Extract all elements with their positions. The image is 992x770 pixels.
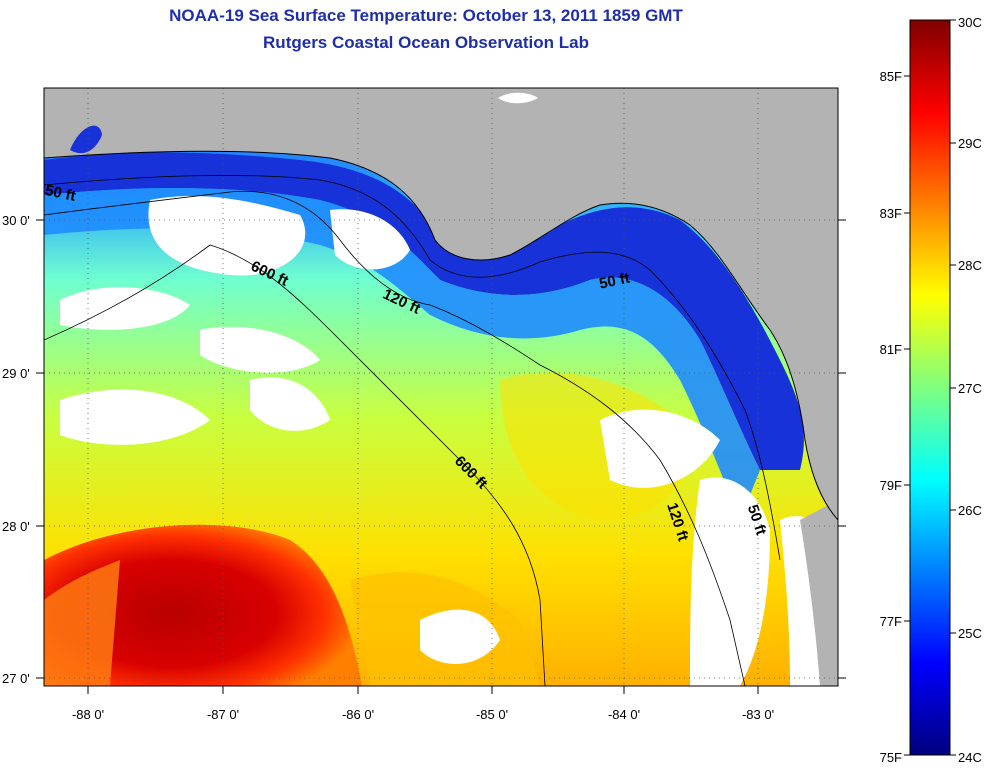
lon-label: -88 0' — [72, 707, 104, 722]
colorbar-c-label: 29C — [958, 136, 982, 151]
plot-area — [44, 88, 838, 686]
lat-label: 30 0' — [2, 213, 30, 228]
colorbar-f-label: 77F — [880, 614, 902, 629]
colorbar-f-label: 85F — [880, 69, 902, 84]
warm-eddy — [44, 524, 362, 686]
coastline — [44, 150, 838, 521]
colorbar-c-label: 27C — [958, 381, 982, 396]
cloud-cover — [60, 195, 838, 686]
longitude-axis: -88 0' -87 0' -86 0' -85 0' -84 0' -83 0… — [72, 707, 774, 722]
colorbar-f-label: 79F — [880, 478, 902, 493]
plot-frame — [43, 87, 839, 687]
colorbar-c-label: 24C — [958, 750, 982, 765]
lon-label: -85 0' — [476, 707, 508, 722]
colorbar-c-label: 30C — [958, 15, 982, 30]
lon-label: -87 0' — [207, 707, 239, 722]
land-mass — [44, 88, 838, 520]
colorbar: 30C 29C 28C 27C 26C 25C 24C 85F 83F 81F … — [880, 15, 982, 765]
coastal-cold-water — [44, 152, 804, 470]
map-title: NOAA-19 Sea Surface Temperature: October… — [169, 6, 683, 25]
axis-ticks — [36, 219, 846, 694]
contour-50ft — [44, 175, 781, 561]
depth-label: 50 ft — [44, 182, 78, 205]
contour-120ft — [44, 190, 746, 686]
colorbar-f-label: 75F — [880, 750, 902, 765]
lon-label: -86 0' — [342, 707, 374, 722]
contour-600ft — [44, 244, 546, 686]
colorbar-c-label: 28C — [958, 258, 982, 273]
depth-label: 50 ft — [598, 270, 632, 293]
lon-label: -83 0' — [742, 707, 774, 722]
lat-label: 27 0' — [2, 671, 30, 686]
colorbar-f-label: 83F — [880, 206, 902, 221]
map-subtitle: Rutgers Coastal Ocean Observation Lab — [263, 33, 589, 52]
latitude-axis: 30 0' 29 0' 28 0' 27 0' — [2, 213, 30, 686]
lon-label: -84 0' — [608, 707, 640, 722]
colorbar-gradient — [909, 19, 951, 756]
lat-label: 29 0' — [2, 366, 30, 381]
colorbar-f-label: 81F — [880, 342, 902, 357]
colorbar-c-label: 26C — [958, 503, 982, 518]
lat-label: 28 0' — [2, 519, 30, 534]
colorbar-c-label: 25C — [958, 626, 982, 641]
